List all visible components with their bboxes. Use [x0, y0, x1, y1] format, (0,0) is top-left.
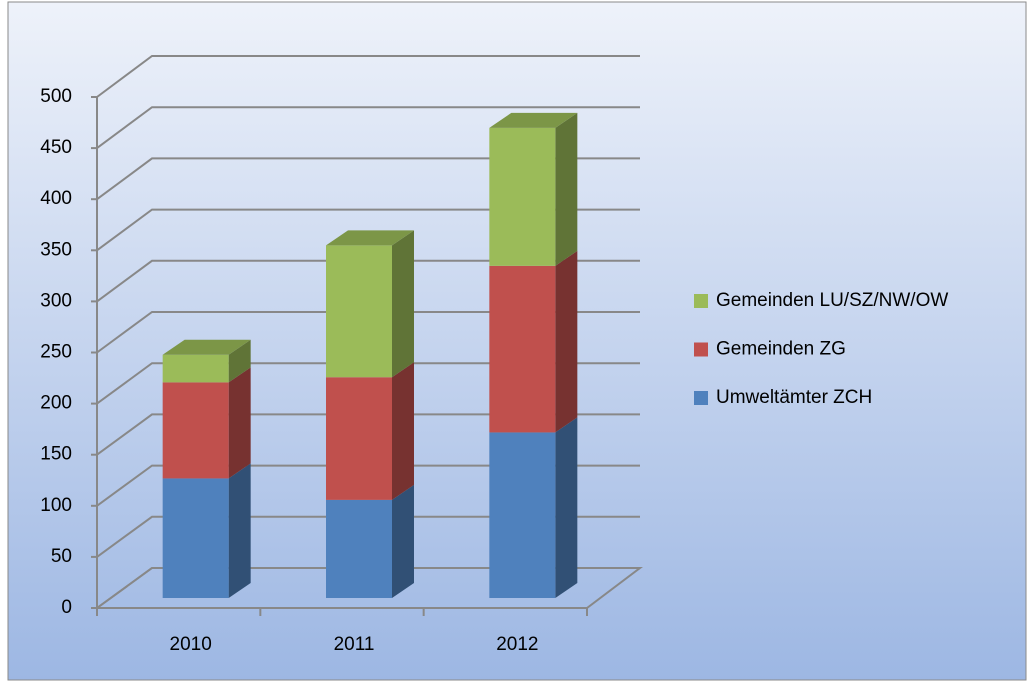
y-tick-label: 250 — [40, 342, 72, 363]
x-tick-label: 2012 — [496, 634, 538, 655]
bar-top — [162, 339, 251, 355]
y-tick-label: 400 — [40, 188, 72, 209]
y-tick-label: 150 — [40, 444, 72, 465]
bar — [162, 382, 229, 479]
bar — [162, 354, 229, 383]
legend-label: Umweltämter ZCH — [716, 387, 872, 408]
legend-label: Gemeinden LU/SZ/NW/OW — [716, 290, 948, 311]
bar-side — [228, 339, 251, 383]
grid-line — [96, 157, 640, 201]
y-tick-label: 300 — [40, 290, 72, 311]
bar-side — [555, 112, 578, 266]
grid-line — [96, 259, 640, 303]
bar-side — [392, 484, 414, 598]
grid-line — [96, 362, 640, 405]
bar-side — [392, 230, 414, 378]
bar — [489, 127, 556, 266]
grid-line — [96, 567, 640, 609]
y-tick-label: 50 — [51, 546, 72, 567]
bar — [326, 499, 392, 598]
bar — [489, 432, 556, 598]
bar-side — [228, 367, 251, 479]
y-tick-label: 100 — [40, 495, 72, 516]
bar-side — [228, 463, 251, 598]
bar-side — [555, 250, 578, 433]
legend-swatch — [694, 294, 708, 308]
y-tick-label: 350 — [40, 239, 72, 260]
bar-side — [555, 417, 578, 598]
y-tick-label: 0 — [61, 597, 72, 618]
bar — [326, 245, 392, 378]
grid-line — [96, 464, 640, 507]
y-tick-label: 500 — [40, 86, 72, 107]
grid-line — [96, 208, 640, 252]
grid-line — [96, 413, 640, 456]
bar-top — [489, 112, 578, 128]
legend-swatch — [694, 342, 708, 357]
grid-line — [96, 55, 640, 98]
grid-line — [96, 311, 640, 354]
bar — [162, 478, 229, 598]
bar-side — [392, 362, 414, 500]
y-tick-label: 200 — [40, 393, 72, 414]
bar-top — [326, 230, 414, 246]
x-tick-label: 2010 — [170, 634, 212, 655]
legend-label: Gemeinden ZG — [716, 339, 846, 360]
y-tick-label: 450 — [40, 137, 72, 158]
grid-line — [96, 515, 640, 558]
bar — [489, 265, 556, 433]
legend-swatch — [694, 391, 708, 405]
x-tick-label: 2011 — [334, 634, 375, 655]
grid-line — [96, 106, 640, 149]
bar — [326, 377, 392, 500]
